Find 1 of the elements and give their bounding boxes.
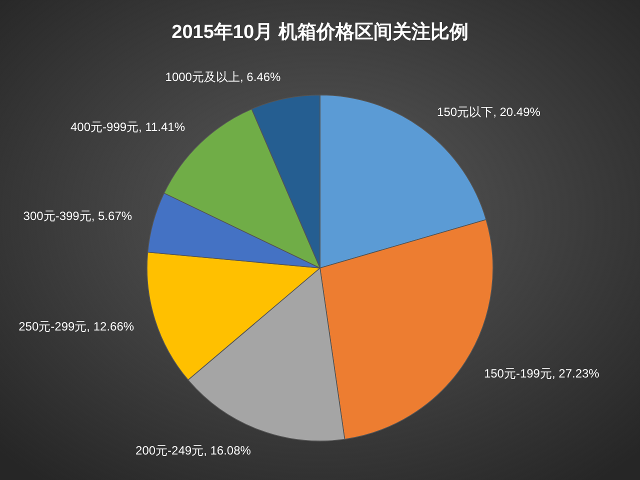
chart-title: 2015年10月 机箱价格区间关注比例: [172, 21, 468, 43]
